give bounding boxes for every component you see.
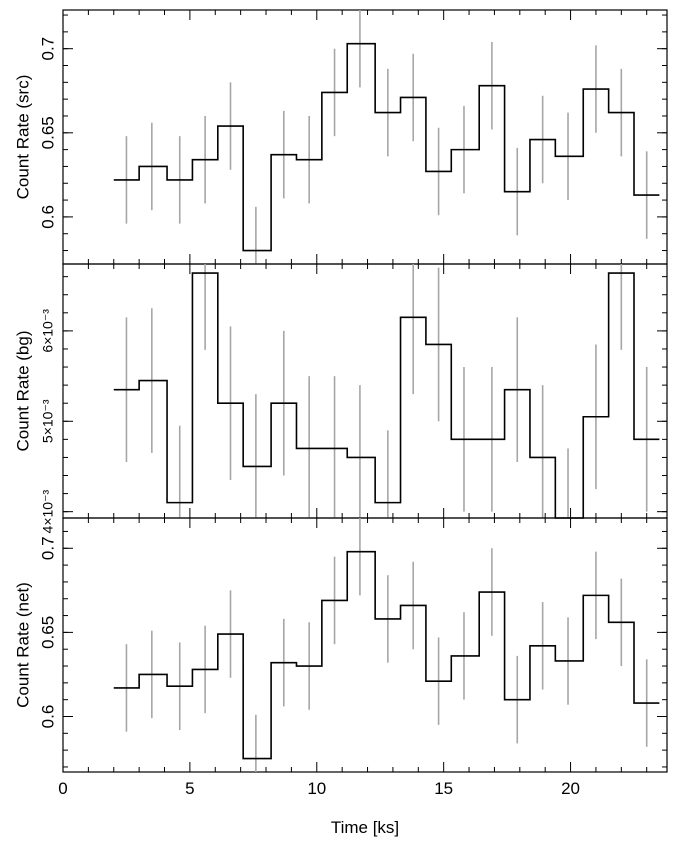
y-tick-label: 0.7 [38, 37, 57, 61]
y-axis-label-net: Count Rate (net) [13, 582, 32, 708]
y-tick-label: 5×10⁻³ [40, 399, 56, 443]
x-tick-label: 20 [561, 779, 580, 798]
y-tick-label: 0.65 [38, 616, 57, 649]
y-axis-label-bg: Count Rate (bg) [13, 331, 32, 452]
y-tick-label: 0.6 [38, 705, 57, 729]
y-tick-label: 4×10⁻³ [40, 490, 56, 534]
x-tick-label: 0 [58, 779, 67, 798]
x-tick-label: 5 [185, 779, 194, 798]
y-tick-label: 0.7 [38, 536, 57, 560]
y-axis-label-src: Count Rate (src) [13, 75, 32, 200]
panel-frame-net [62, 517, 668, 773]
x-tick-label: 10 [307, 779, 326, 798]
y-tick-label: 0.65 [38, 116, 57, 149]
step-line-bg [113, 272, 660, 519]
x-tick-label: 15 [434, 779, 453, 798]
step-line-net [113, 550, 660, 760]
x-axis-label: Time [ks] [331, 818, 399, 837]
step-line-src [113, 42, 660, 252]
y-tick-label: 0.6 [38, 205, 57, 229]
panel-frame-src [62, 9, 668, 265]
y-tick-label: 6×10⁻³ [40, 309, 56, 353]
panel-frame-bg [62, 263, 668, 519]
